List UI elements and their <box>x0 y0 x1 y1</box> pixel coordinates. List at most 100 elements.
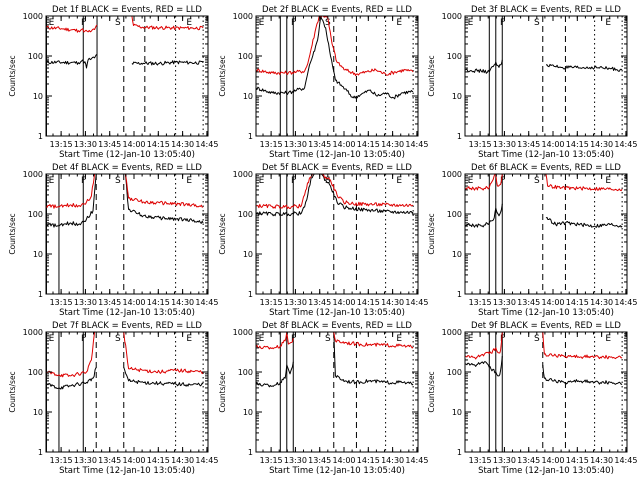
x-tick-label: 13:45 <box>517 456 540 465</box>
x-tick-label: 14:00 <box>332 140 355 149</box>
marker-label: E <box>186 176 192 186</box>
x-tick-label: 13:45 <box>98 456 121 465</box>
events-series-line <box>255 331 414 388</box>
x-axis-label: Start Time (12-Jan-10 13:05:40) <box>269 308 405 318</box>
y-axis-label: Counts/sec <box>8 55 17 96</box>
marker-label: E <box>396 18 402 28</box>
x-tick-label: 14:00 <box>541 140 564 149</box>
lld-series-line <box>45 173 204 209</box>
marker-label: E <box>468 176 474 186</box>
x-tick-label: 14:30 <box>381 456 404 465</box>
x-tick-label: 14:45 <box>195 456 218 465</box>
x-tick-label: 13:30 <box>493 456 516 465</box>
x-tick-label: 14:45 <box>195 140 218 149</box>
x-tick-label: 13:30 <box>284 140 307 149</box>
x-tick-label: 14:15 <box>147 456 170 465</box>
events-series-line <box>255 15 414 100</box>
plot-frame <box>255 331 419 453</box>
panel-title: Det 9f BLACK = Events, RED = LLD <box>471 321 621 331</box>
marker-label: F <box>500 334 505 344</box>
y-tick-label: 1 <box>457 132 462 141</box>
lld-series-line <box>255 331 414 350</box>
plot-frame <box>464 15 628 137</box>
y-tick-label: 100 <box>28 368 43 377</box>
x-tick-label: 13:15 <box>469 140 492 149</box>
events-series-line <box>45 367 204 390</box>
marker-label: F <box>81 334 86 344</box>
marker-label: E <box>186 334 192 344</box>
x-tick-label: 14:15 <box>566 140 589 149</box>
x-tick-label: 14:45 <box>405 140 428 149</box>
x-tick-label: 14:45 <box>405 456 428 465</box>
x-tick-label: 13:30 <box>284 456 307 465</box>
marker-label: E <box>49 334 55 344</box>
y-tick-label: 10 <box>33 408 43 417</box>
panel-title: Det 7f BLACK = Events, RED = LLD <box>52 321 202 331</box>
y-axis-label: Counts/sec <box>8 213 17 254</box>
lld-series-line <box>464 331 623 360</box>
marker-label: S <box>325 176 331 186</box>
x-tick-label: 14:30 <box>381 140 404 149</box>
marker-label: S <box>534 176 540 186</box>
marker-label: F <box>291 176 296 186</box>
x-axis-label: Start Time (12-Jan-10 13:05:40) <box>59 466 195 476</box>
plot-frame <box>45 173 209 295</box>
x-tick-label: 14:00 <box>332 298 355 307</box>
panel-title: Det 6f BLACK = Events, RED = LLD <box>471 163 621 173</box>
y-tick-label: 1 <box>248 132 253 141</box>
chart-panel-5: Det 5f BLACK = Events, RED = LLD E F S E 1 10 1… <box>218 163 428 318</box>
marker-label: E <box>468 334 474 344</box>
y-tick-label: 10 <box>33 250 43 259</box>
x-axis-label: Start Time (12-Jan-10 13:05:40) <box>478 466 614 476</box>
x-tick-label: 14:00 <box>122 456 145 465</box>
x-axis-label: Start Time (12-Jan-10 13:05:40) <box>59 150 195 160</box>
x-tick-label: 13:45 <box>517 298 540 307</box>
y-axis-label: Counts/sec <box>218 55 227 96</box>
marker-label: E <box>259 334 265 344</box>
x-tick-label: 13:15 <box>260 298 283 307</box>
marker-label: S <box>534 334 540 344</box>
marker-label: E <box>396 176 402 186</box>
x-axis-label: Start Time (12-Jan-10 13:05:40) <box>269 150 405 160</box>
y-tick-label: 1 <box>248 290 253 299</box>
events-series-line <box>464 59 623 74</box>
x-tick-label: 14:45 <box>195 298 218 307</box>
x-tick-label: 13:30 <box>74 456 97 465</box>
marker-label: E <box>605 176 611 186</box>
panel-title: Det 5f BLACK = Events, RED = LLD <box>262 163 412 173</box>
y-tick-label: 10 <box>452 92 462 101</box>
panel-title: Det 1f BLACK = Events, RED = LLD <box>52 5 202 15</box>
y-tick-label: 1 <box>457 290 462 299</box>
x-tick-label: 13:15 <box>50 298 73 307</box>
plot-frame <box>45 331 209 453</box>
lld-series-line <box>464 173 623 192</box>
events-series-line <box>45 173 204 228</box>
marker-label: E <box>396 334 402 344</box>
marker-label: F <box>81 18 86 28</box>
marker-label: S <box>115 176 121 186</box>
x-tick-label: 13:30 <box>493 298 516 307</box>
marker-label: S <box>534 18 540 28</box>
x-tick-label: 14:30 <box>590 298 613 307</box>
marker-label: S <box>115 334 121 344</box>
chart-panel-6: Det 6f BLACK = Events, RED = LLD E F S E 1 10 1… <box>427 163 637 318</box>
y-tick-label: 1 <box>457 448 462 457</box>
y-tick-label: 1000 <box>442 170 462 179</box>
x-tick-label: 13:45 <box>308 298 331 307</box>
y-tick-label: 10 <box>452 250 462 259</box>
marker-label: F <box>291 18 296 28</box>
y-tick-label: 100 <box>447 210 462 219</box>
marker-label: S <box>325 18 331 28</box>
chart-panel-1: Det 1f BLACK = Events, RED = LLD E F S E 1 10 1… <box>8 5 218 160</box>
y-axis-label: Counts/sec <box>427 55 436 96</box>
y-axis-label: Counts/sec <box>218 371 227 412</box>
marker-label: E <box>605 18 611 28</box>
x-axis-label: Start Time (12-Jan-10 13:05:40) <box>269 466 405 476</box>
x-tick-label: 14:15 <box>566 298 589 307</box>
y-tick-label: 1 <box>38 448 43 457</box>
x-axis-label: Start Time (12-Jan-10 13:05:40) <box>478 308 614 318</box>
events-series-line <box>45 53 204 69</box>
panel-title: Det 8f BLACK = Events, RED = LLD <box>262 321 412 331</box>
marker-label: S <box>325 334 331 344</box>
